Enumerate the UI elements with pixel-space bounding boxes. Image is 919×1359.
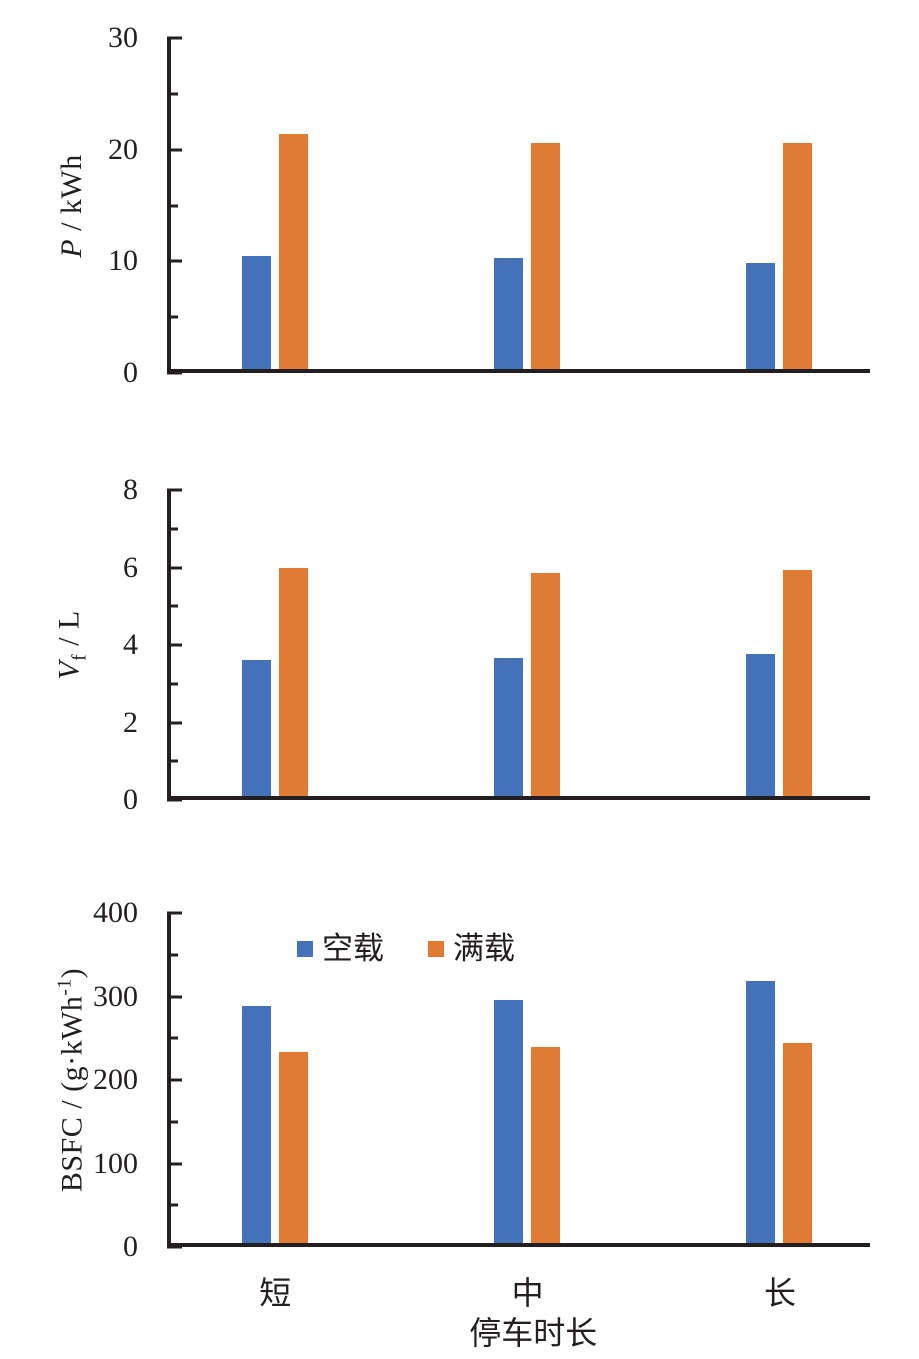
bar-empty-load [242, 256, 272, 369]
x-axis-line [167, 796, 870, 800]
bar-empty-load [746, 654, 776, 796]
y-axis-tick-label: 200 [93, 1063, 138, 1096]
x-axis-line [167, 369, 870, 373]
legend-item-empty-load: 空载 [297, 933, 384, 964]
legend-label-empty-load: 空载 [322, 931, 384, 966]
bar-group-中 [493, 913, 560, 1243]
bar-group-中 [493, 38, 560, 369]
y-axis-minor-tick [167, 604, 178, 608]
y-axis-minor-tick [167, 204, 178, 207]
x-tick-label-short: 短 [259, 1275, 292, 1311]
chart-bsfc: BSFC / (g·kWh-1) 0 100 200 300 400 空载 满载 短 中… [0, 898, 919, 1349]
plot-area: 空载 满载 [167, 911, 870, 1249]
y-axis-major-tick [167, 148, 182, 152]
plot-area [167, 36, 870, 375]
y-axis-tick-label: 6 [123, 550, 138, 584]
bar-empty-load [493, 257, 523, 369]
y-axis-tick-label: 100 [93, 1146, 138, 1180]
bar-full-load [279, 134, 309, 369]
y-axis-major-tick [167, 643, 182, 647]
y-axis-tick-label: 0 [123, 783, 138, 816]
y-axis-minor-tick [167, 682, 178, 686]
y-axis-tick-labels: 0 2 4 6 8 [0, 475, 152, 815]
y-axis-tick-label: 400 [93, 896, 138, 929]
bar-full-load [530, 142, 560, 369]
chart-energy-consumption: P / kWh 0 10 20 30 [0, 23, 919, 388]
bar-empty-load [493, 658, 523, 796]
y-axis-major-tick [167, 1245, 182, 1249]
bar-group-短 [242, 913, 309, 1243]
x-tick-label-long: 长 [764, 1275, 797, 1311]
bar-group-长 [746, 38, 813, 369]
bar-empty-load [242, 1006, 272, 1243]
y-axis-tick-labels: 0 10 20 30 [0, 23, 152, 388]
y-axis-minor-tick [167, 1203, 178, 1207]
y-axis-major-tick [167, 721, 182, 724]
y-axis-minor-tick [167, 1120, 178, 1124]
y-axis-minor-tick [167, 92, 178, 96]
bar-group-短 [242, 38, 309, 369]
y-axis-major-tick [167, 1078, 182, 1082]
bar-empty-load [746, 263, 776, 369]
legend-swatch-empty-load-icon [297, 940, 313, 957]
x-tick-label-medium: 中 [511, 1275, 544, 1311]
bar-group-短 [242, 490, 309, 796]
y-axis-tick-label: 8 [123, 473, 138, 506]
y-axis-major-tick [167, 371, 182, 375]
y-axis-major-tick [167, 798, 182, 802]
y-axis-tick-label: 300 [93, 979, 138, 1013]
y-axis-tick-label: 2 [123, 705, 138, 739]
y-axis-minor-tick [167, 527, 178, 531]
x-axis-line [167, 1243, 870, 1247]
y-axis-minor-tick [167, 953, 178, 957]
y-axis-tick-labels: 0 100 200 300 400 [0, 898, 152, 1262]
bar-full-load [783, 142, 813, 369]
x-axis-title: 停车时长 [469, 1315, 598, 1351]
legend-item-full-load: 满载 [428, 933, 515, 964]
bar-full-load [530, 1046, 560, 1243]
y-axis-major-tick [167, 911, 182, 915]
y-axis-minor-tick [167, 1036, 178, 1040]
bar-full-load [783, 569, 813, 796]
plot-area [167, 488, 870, 802]
y-axis-major-tick [167, 488, 182, 492]
bar-group-长 [746, 913, 813, 1243]
y-axis-tick-label: 0 [123, 356, 138, 389]
legend-label-full-load: 满载 [453, 931, 515, 966]
bar-full-load [530, 573, 560, 796]
legend: 空载 满载 [297, 933, 515, 964]
y-axis-major-tick [167, 259, 182, 263]
bar-full-load [279, 568, 309, 796]
bar-empty-load [493, 999, 523, 1243]
y-axis-major-tick [167, 995, 182, 998]
bar-empty-load [242, 660, 272, 796]
y-axis-major-tick [167, 36, 182, 40]
y-axis-minor-tick [167, 759, 178, 763]
y-axis-major-tick [167, 1162, 182, 1165]
y-axis-tick-label: 4 [123, 628, 138, 661]
y-axis-minor-tick [167, 315, 178, 319]
y-axis-tick-label: 30 [108, 21, 138, 54]
y-axis-tick-label: 10 [108, 244, 138, 278]
legend-swatch-full-load-icon [428, 940, 444, 957]
y-axis-tick-label: 0 [123, 1230, 138, 1263]
y-axis-tick-label: 20 [108, 132, 138, 166]
bar-group-中 [493, 490, 560, 796]
y-axis-major-tick [167, 566, 182, 569]
bar-full-load [279, 1051, 309, 1243]
bar-empty-load [746, 980, 776, 1243]
bar-full-load [783, 1043, 813, 1243]
bar-group-长 [746, 490, 813, 796]
